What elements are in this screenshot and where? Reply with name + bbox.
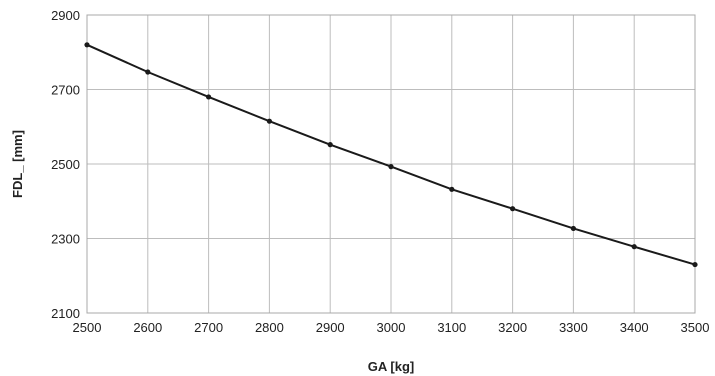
x-tick-label: 2700 (194, 320, 223, 335)
grid-lines (86, 14, 696, 314)
data-point (206, 94, 212, 100)
y-tick-label: 2500 (51, 157, 80, 172)
data-point (145, 69, 151, 75)
x-tick-label: 2600 (133, 320, 162, 335)
data-point (509, 206, 516, 212)
data-point (266, 118, 272, 124)
y-tick-label: 2900 (51, 8, 80, 23)
tick-labels: 2500 2600 2700 2800 2900 3000 3100 3200 3300 3400… (51, 8, 709, 335)
x-tick-label: 3400 (620, 320, 649, 335)
data-point (631, 244, 637, 250)
y-tick-label: 2100 (51, 306, 80, 321)
x-tick-label: 3100 (437, 320, 466, 335)
x-tick-label: 2500 (73, 320, 102, 335)
x-tick-label: 3000 (377, 320, 406, 335)
series-layer (84, 42, 698, 268)
data-point (84, 42, 90, 48)
y-tick-label: 2700 (51, 83, 80, 98)
x-tick-label: 3500 (681, 320, 710, 335)
x-tick-label: 3300 (559, 320, 588, 335)
data-point (388, 164, 394, 170)
x-tick-label: 3200 (498, 320, 527, 335)
x-tick-label: 2800 (255, 320, 284, 335)
data-point (570, 225, 577, 232)
y-tick-label: 2300 (51, 232, 80, 247)
plot-area-frame (86, 14, 696, 314)
data-point (449, 186, 455, 192)
data-point (692, 261, 698, 268)
x-axis-label: GA [kg] (368, 359, 414, 374)
y-axis-label: FDL_ [mm] (10, 130, 25, 198)
x-tick-label: 2900 (316, 320, 345, 335)
data-point (327, 142, 333, 148)
